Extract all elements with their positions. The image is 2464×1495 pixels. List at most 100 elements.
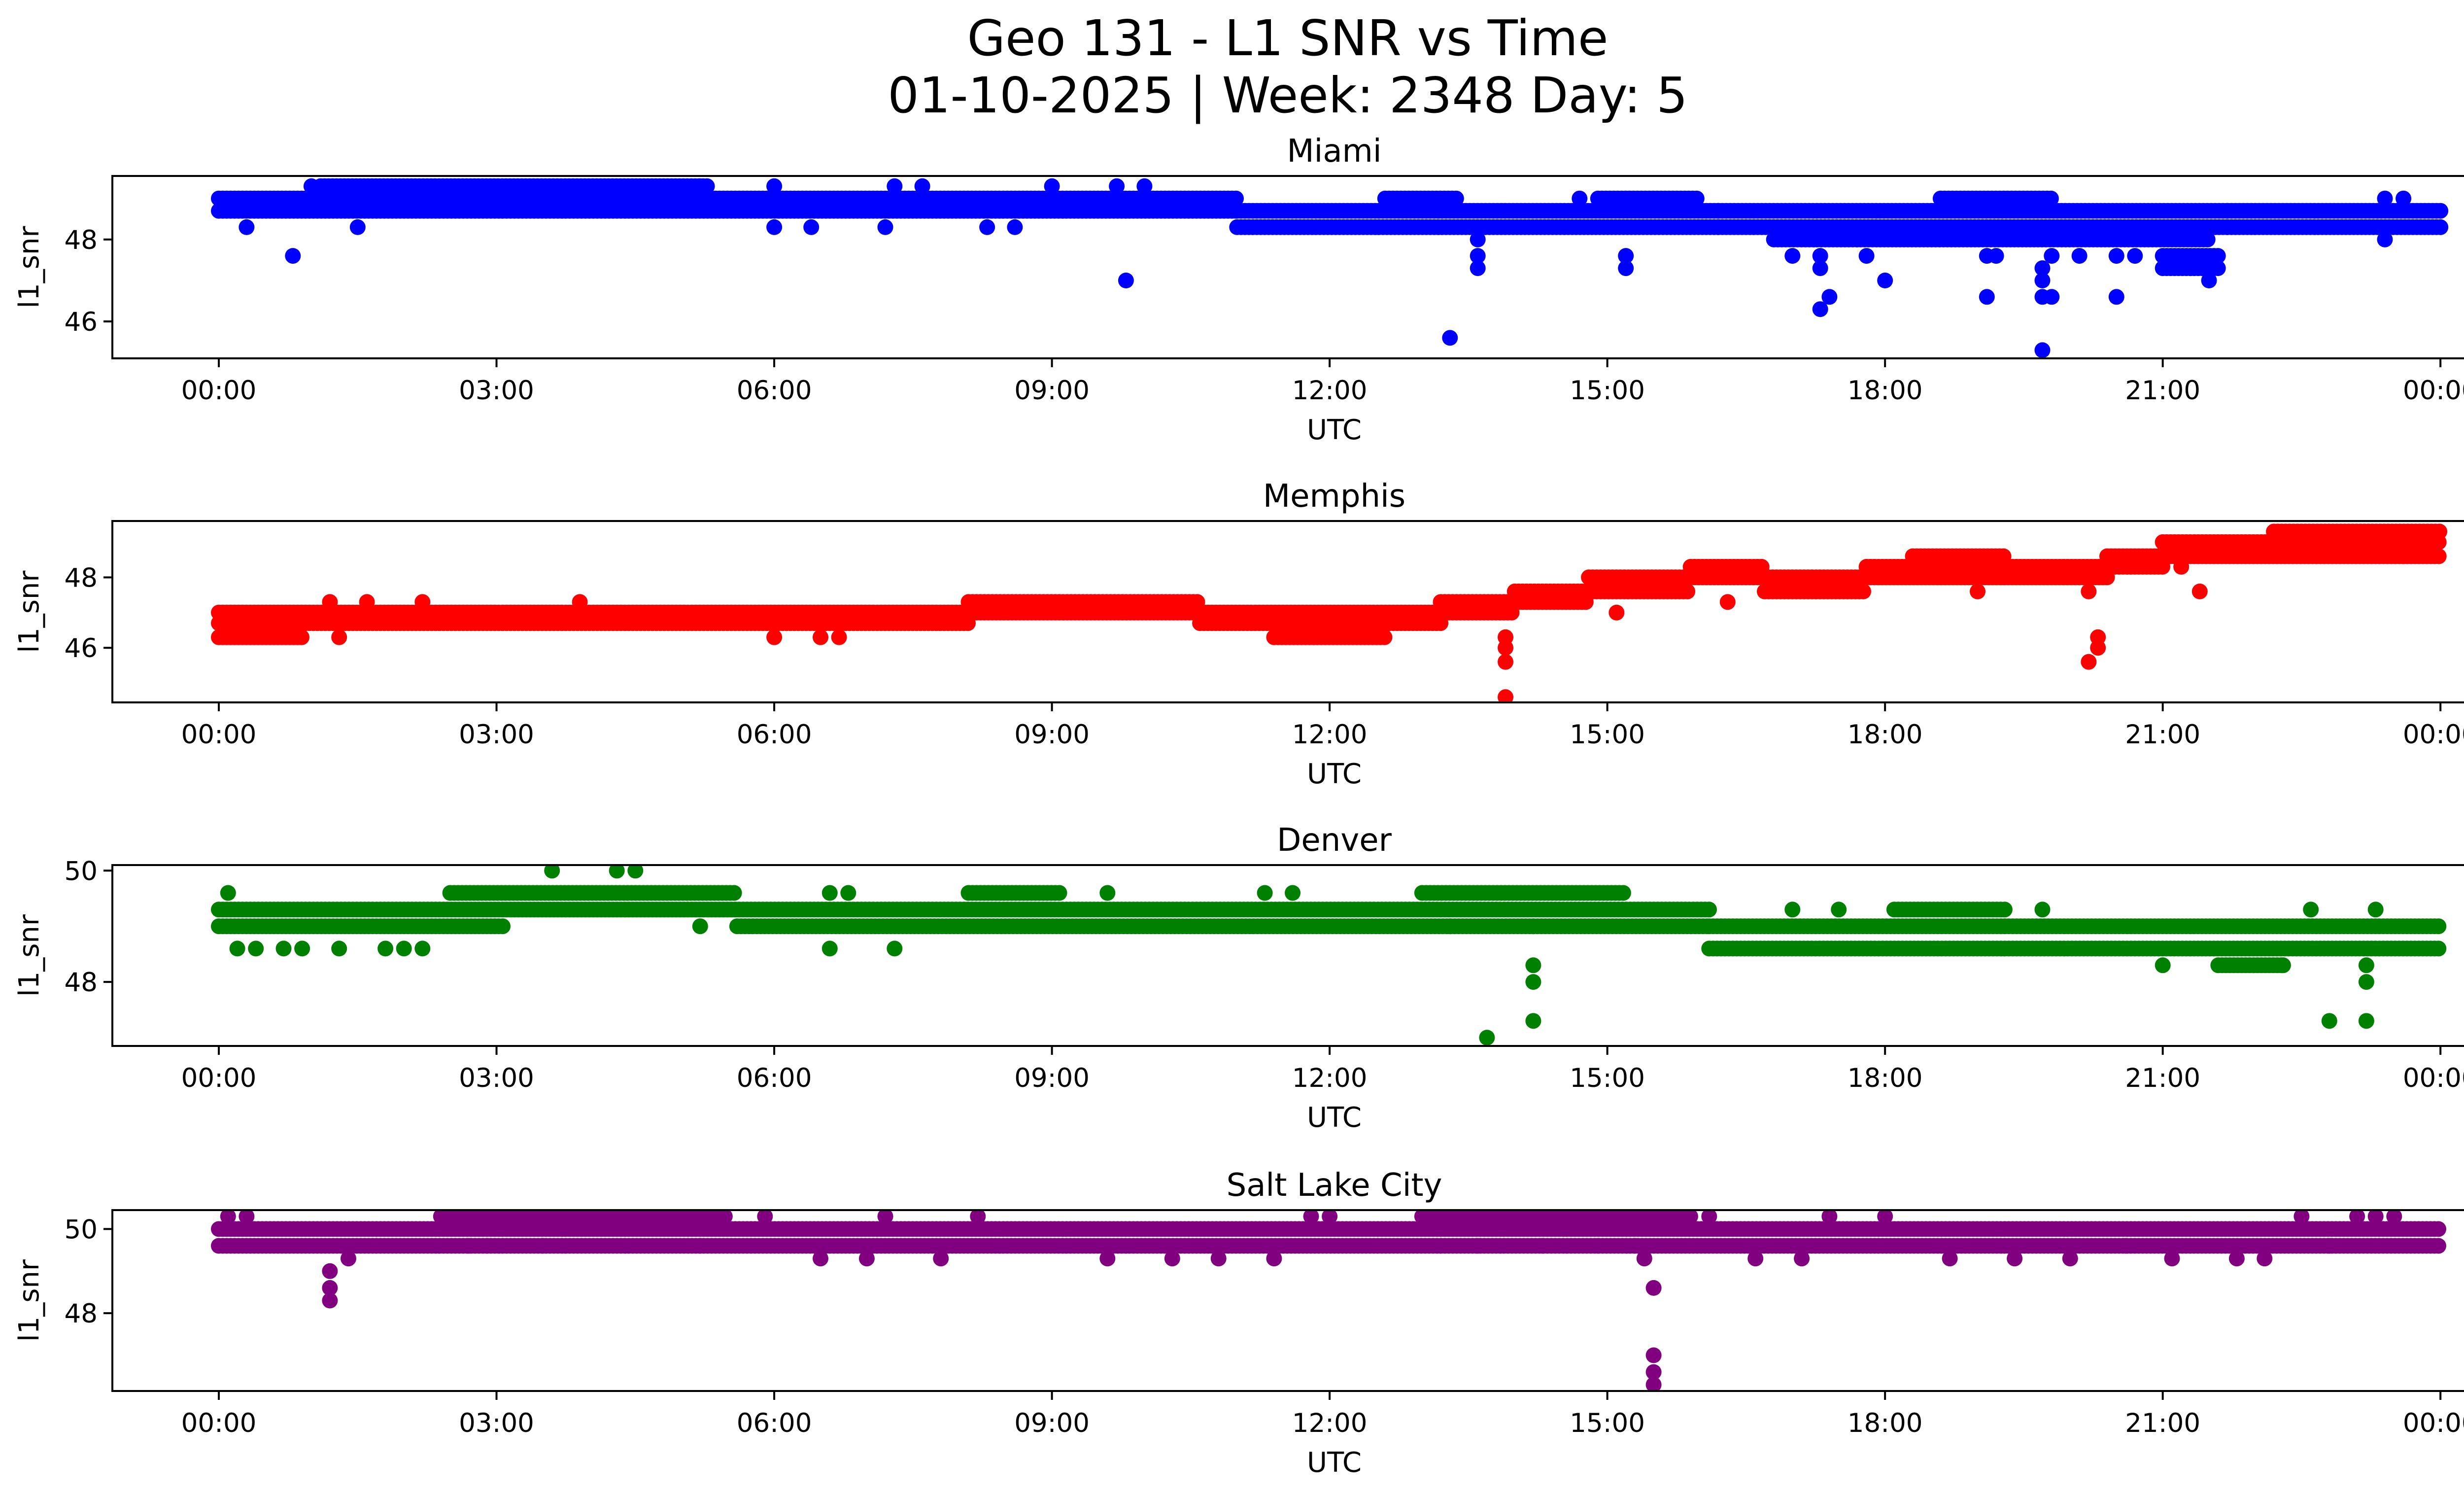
data-point bbox=[572, 594, 588, 610]
data-point bbox=[1618, 260, 1634, 277]
data-point bbox=[2275, 957, 2291, 973]
data-point bbox=[2432, 219, 2449, 235]
x-tick-label: 06:00 bbox=[737, 1063, 812, 1093]
data-point bbox=[2201, 273, 2217, 288]
data-point bbox=[627, 865, 644, 879]
x-tick-label: 00:00 bbox=[181, 720, 257, 750]
data-point bbox=[1136, 178, 1153, 194]
data-point bbox=[2303, 902, 2319, 918]
data-point bbox=[2081, 583, 2097, 599]
data-point bbox=[349, 219, 366, 235]
subplot-denver: 00:00 03:00 06:00 09:00 12:00 15:00 18:00 21:00… bbox=[13, 822, 2464, 1134]
y-axis-label: l1_snr bbox=[13, 226, 45, 309]
data-point bbox=[1821, 289, 1838, 305]
x-tick-label: 09:00 bbox=[1014, 376, 1090, 406]
y-tick-label: 46 bbox=[65, 307, 98, 337]
axes-frame bbox=[111, 864, 2464, 1047]
data-point bbox=[1479, 1030, 1495, 1046]
x-axis-label: UTC bbox=[1307, 758, 1362, 790]
data-point bbox=[2358, 1013, 2374, 1029]
scatter-series bbox=[211, 1210, 2446, 1391]
x-tick-label: 18:00 bbox=[1848, 376, 1923, 406]
data-point bbox=[2044, 248, 2060, 264]
subplot-title: Denver bbox=[1277, 822, 1392, 859]
data-point bbox=[1615, 885, 1631, 901]
data-point bbox=[1051, 885, 1067, 901]
data-point bbox=[2191, 583, 2208, 599]
data-point bbox=[2183, 260, 2198, 277]
data-point bbox=[1988, 248, 2004, 264]
data-point bbox=[1572, 190, 1588, 207]
data-point bbox=[2430, 918, 2447, 935]
data-point bbox=[544, 865, 560, 879]
data-point bbox=[359, 594, 375, 610]
x-tick-label: 00:00 bbox=[2403, 1063, 2464, 1093]
data-point bbox=[2034, 260, 2051, 277]
data-point bbox=[1784, 248, 1801, 264]
data-point bbox=[1044, 178, 1060, 194]
data-point bbox=[840, 885, 856, 901]
data-point bbox=[1812, 248, 1828, 264]
data-point bbox=[1995, 548, 2012, 564]
data-point bbox=[766, 178, 783, 194]
data-point bbox=[1877, 273, 1893, 288]
data-point bbox=[1855, 583, 1871, 599]
data-point bbox=[331, 940, 347, 957]
x-tick-label: 21:00 bbox=[2125, 1063, 2200, 1093]
x-tick-label: 18:00 bbox=[1848, 720, 1923, 750]
data-point bbox=[229, 940, 245, 957]
data-point bbox=[1442, 918, 1458, 935]
y-tick-label: 48 bbox=[65, 563, 98, 593]
x-tick-label: 03:00 bbox=[459, 376, 534, 406]
data-point bbox=[1996, 902, 2013, 918]
data-point bbox=[1257, 885, 1273, 901]
data-point bbox=[2043, 190, 2059, 207]
data-point bbox=[2108, 248, 2124, 264]
subplots: 00:00 03:00 06:00 09:00 12:00 15:00 18:00 21:00… bbox=[13, 133, 2464, 1479]
y-axis-label: l1_snr bbox=[13, 914, 45, 997]
data-point bbox=[2044, 289, 2060, 305]
data-point bbox=[495, 918, 511, 935]
data-point bbox=[887, 940, 903, 957]
data-point bbox=[1525, 974, 1541, 990]
data-point bbox=[2199, 231, 2216, 247]
y-axis-label: l1_snr bbox=[13, 570, 45, 653]
x-tick-label: 06:00 bbox=[737, 376, 812, 406]
data-point bbox=[1970, 583, 1985, 599]
data-point bbox=[813, 629, 828, 645]
scatter-series bbox=[211, 523, 2448, 702]
x-tick-label: 21:00 bbox=[2125, 376, 2200, 406]
data-point bbox=[831, 629, 847, 645]
data-point bbox=[1719, 594, 1736, 610]
data-point bbox=[2210, 248, 2226, 264]
data-point bbox=[1608, 604, 1625, 621]
data-point bbox=[239, 219, 255, 235]
data-point bbox=[2081, 654, 2097, 670]
data-point bbox=[887, 178, 903, 194]
data-point bbox=[1099, 885, 1116, 901]
subplot-memphis: 00:00 03:00 06:00 09:00 12:00 15:00 18:00 21:00… bbox=[13, 478, 2464, 790]
data-point bbox=[331, 629, 347, 645]
y-tick-label: 48 bbox=[65, 225, 98, 255]
data-point bbox=[1525, 1013, 1541, 1029]
y-tick-label: 50 bbox=[65, 856, 98, 886]
x-tick-label: 15:00 bbox=[1570, 1063, 1645, 1093]
data-point bbox=[1376, 629, 1393, 645]
data-point bbox=[1679, 583, 1696, 599]
data-point bbox=[1784, 902, 1801, 918]
x-tick-label: 15:00 bbox=[1570, 376, 1645, 406]
data-point bbox=[2108, 289, 2124, 305]
data-point bbox=[2210, 260, 2226, 277]
data-point bbox=[1812, 260, 1828, 277]
data-point bbox=[726, 885, 742, 901]
data-point bbox=[1109, 178, 1125, 194]
data-point bbox=[803, 219, 820, 235]
data-point bbox=[377, 940, 394, 957]
data-point bbox=[2430, 940, 2447, 957]
data-point bbox=[1618, 248, 1634, 264]
x-tick-label: 15:00 bbox=[1570, 720, 1645, 750]
data-point bbox=[821, 885, 838, 901]
data-point bbox=[2127, 248, 2143, 264]
x-tick-label: 00:00 bbox=[181, 376, 257, 406]
